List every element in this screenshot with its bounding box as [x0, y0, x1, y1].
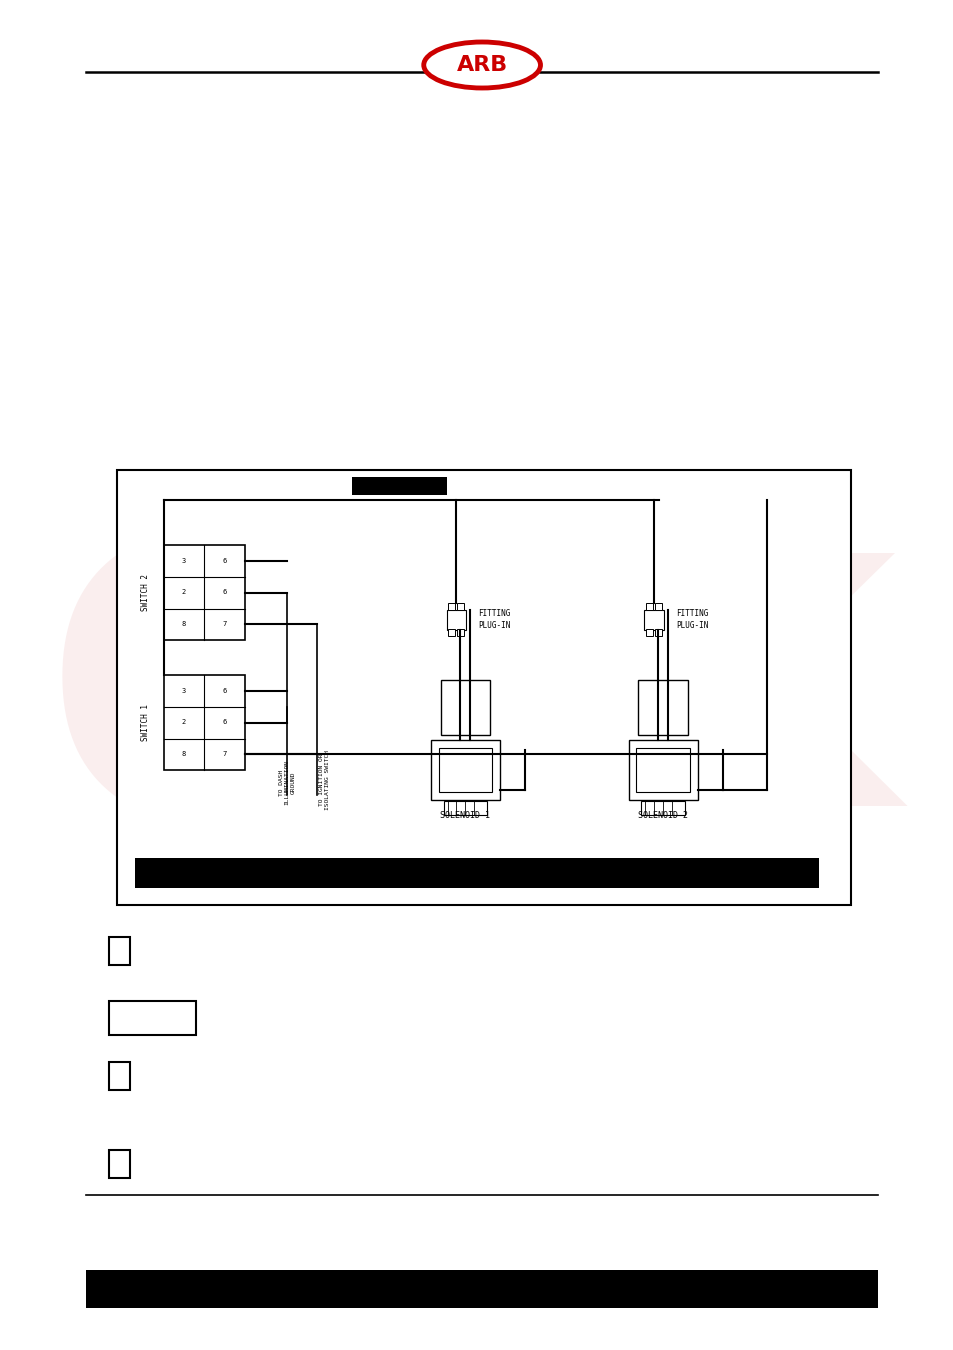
- Bar: [163, 675, 245, 769]
- Text: 6: 6: [222, 558, 226, 564]
- Bar: [438, 748, 492, 792]
- Text: SOLENOID 1: SOLENOID 1: [440, 811, 490, 819]
- Ellipse shape: [423, 42, 540, 88]
- Bar: [443, 801, 487, 815]
- Text: 7: 7: [222, 621, 226, 626]
- Text: ARB: ARB: [456, 55, 507, 76]
- Bar: [440, 680, 490, 734]
- Text: SWITCH 1: SWITCH 1: [141, 703, 151, 741]
- Text: FITTING: FITTING: [477, 609, 510, 618]
- Bar: [646, 629, 653, 636]
- Bar: [643, 610, 663, 630]
- Text: K: K: [627, 543, 896, 878]
- Bar: [640, 801, 684, 815]
- Text: 2: 2: [182, 590, 186, 595]
- Text: ARB: ARB: [196, 589, 773, 832]
- Bar: [636, 748, 689, 792]
- Text: TO IGNITION OR
ISOLATING SWITCH: TO IGNITION OR ISOLATING SWITCH: [319, 751, 330, 810]
- Bar: [448, 603, 455, 610]
- Bar: [109, 937, 130, 965]
- Bar: [646, 603, 653, 610]
- Text: PLUG-IN: PLUG-IN: [676, 621, 708, 629]
- Text: PLUG-IN: PLUG-IN: [477, 621, 510, 629]
- Text: Q: Q: [43, 521, 373, 899]
- Text: 6: 6: [222, 720, 226, 725]
- Text: SWITCH 2: SWITCH 2: [141, 574, 151, 612]
- Text: 3: 3: [182, 558, 186, 564]
- Text: 6: 6: [222, 590, 226, 595]
- Bar: [351, 477, 446, 495]
- Bar: [109, 1150, 130, 1179]
- Text: 6: 6: [222, 688, 226, 694]
- Bar: [430, 740, 499, 801]
- Bar: [134, 859, 819, 888]
- Text: SOLENOID 2: SOLENOID 2: [638, 811, 687, 819]
- Text: TO DASH
ILLUMINATION
GROUND: TO DASH ILLUMINATION GROUND: [278, 760, 295, 805]
- Bar: [87, 1270, 877, 1308]
- Bar: [655, 629, 661, 636]
- Bar: [117, 470, 850, 904]
- Bar: [655, 603, 661, 610]
- Text: 7: 7: [222, 751, 226, 757]
- Bar: [456, 603, 464, 610]
- Bar: [163, 545, 245, 640]
- Text: 8: 8: [182, 621, 186, 626]
- Text: 2: 2: [182, 720, 186, 725]
- Text: 3: 3: [182, 688, 186, 694]
- Bar: [446, 610, 466, 630]
- Text: FITTING: FITTING: [676, 609, 708, 618]
- Bar: [456, 629, 464, 636]
- Bar: [109, 1062, 130, 1089]
- Bar: [628, 740, 697, 801]
- Bar: [448, 629, 455, 636]
- Text: 8: 8: [182, 751, 186, 757]
- Bar: [638, 680, 687, 734]
- Bar: [109, 1000, 196, 1035]
